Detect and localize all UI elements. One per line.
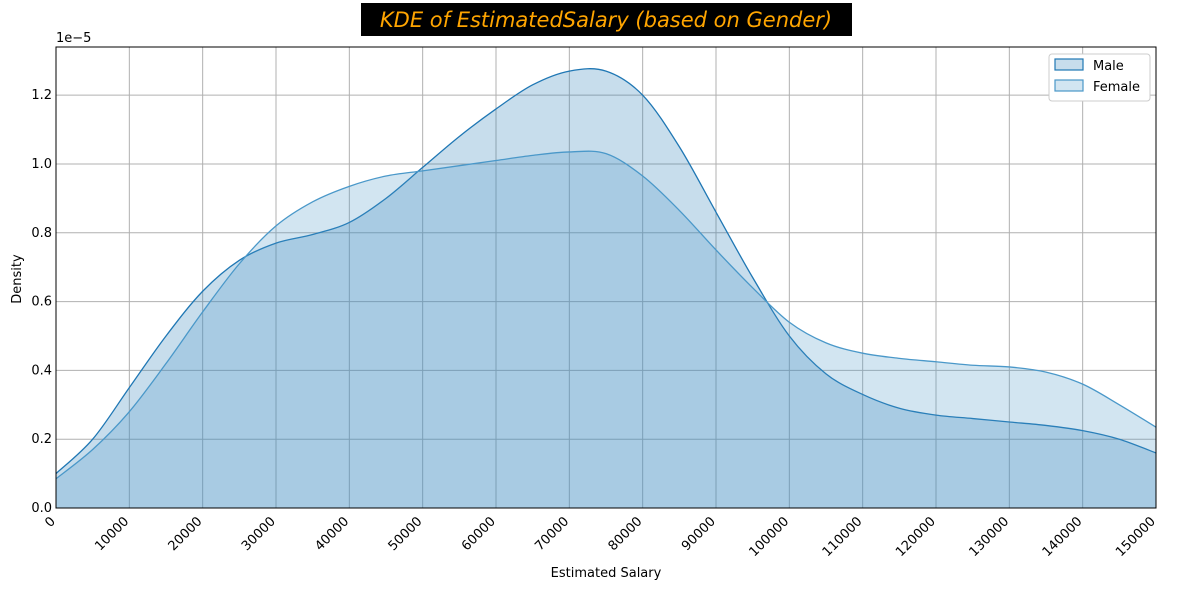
x-tick-label: 150000 <box>1113 514 1159 560</box>
x-tick-label: 50000 <box>386 514 426 554</box>
y-tick-label: 1.0 <box>31 157 52 172</box>
y-tick-label: 0.2 <box>31 432 52 447</box>
y-offset-label: 1e−5 <box>56 31 91 46</box>
x-tick-label: 140000 <box>1040 514 1086 560</box>
legend-label-female: Female <box>1093 80 1140 95</box>
chart-title: KDE of EstimatedSalary (based on Gender) <box>380 8 832 32</box>
y-tick-label: 1.2 <box>31 88 52 103</box>
x-tick-label: 130000 <box>966 514 1012 560</box>
x-tick-label: 10000 <box>92 514 132 554</box>
x-tick-label: 40000 <box>312 514 352 554</box>
legend-swatch-male <box>1054 58 1084 71</box>
x-tick-label: 110000 <box>820 514 866 560</box>
x-tick-label: 90000 <box>679 514 719 554</box>
x-tick-label: 0 <box>42 514 58 530</box>
legend-label-male: Male <box>1093 59 1124 74</box>
series-area-female <box>56 151 1156 508</box>
x-tick-label: 60000 <box>459 514 499 554</box>
legend-frame <box>1048 53 1151 102</box>
x-tick-label: 80000 <box>606 514 646 554</box>
y-tick-label: 0.0 <box>31 501 52 516</box>
x-tick-label: 120000 <box>893 514 939 560</box>
series-layer <box>55 68 1157 509</box>
series-area-male <box>56 68 1156 509</box>
series-line-female <box>55 150 1157 480</box>
chart-title-background <box>361 3 852 36</box>
y-axis-label: Density <box>10 254 25 304</box>
y-tick-label: 0.6 <box>31 295 52 310</box>
x-tick-label: 30000 <box>239 514 279 554</box>
plot-frame <box>55 46 1157 509</box>
legend: Male Female <box>1048 53 1151 102</box>
grid <box>55 47 1157 509</box>
legend-swatch-female <box>1054 79 1084 92</box>
x-axis-label: Estimated Salary <box>551 566 662 581</box>
x-tick-label: 70000 <box>532 514 572 554</box>
axes <box>55 46 1157 509</box>
y-tick-label: 0.8 <box>31 226 52 241</box>
x-tick-label: 20000 <box>166 514 206 554</box>
y-tick-label: 0.4 <box>31 363 52 378</box>
series-line-male <box>55 68 1157 475</box>
x-tick-label: 100000 <box>746 514 792 560</box>
